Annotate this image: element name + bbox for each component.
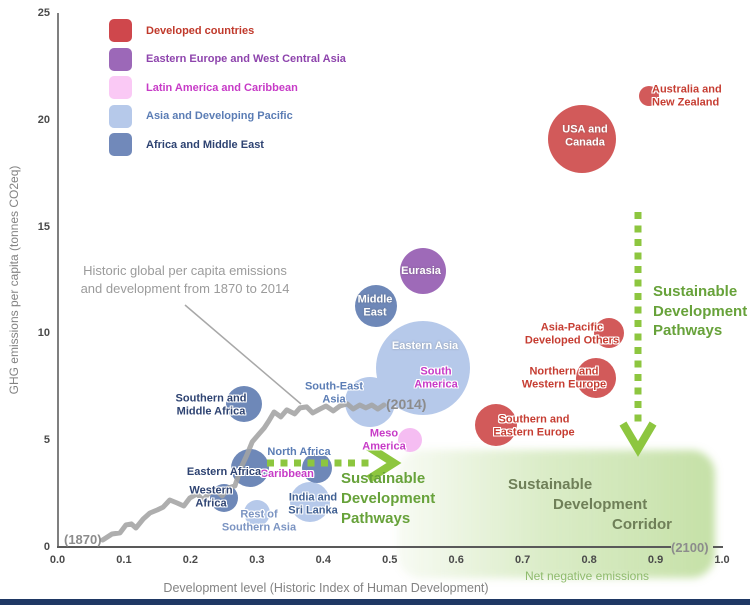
bubble-western-africa xyxy=(209,483,238,512)
bubble-northern-western-europe xyxy=(575,358,616,399)
bubble-middle-east xyxy=(355,284,398,327)
bubble-meso-america xyxy=(397,428,422,453)
bubble-south-east-asia xyxy=(344,376,395,427)
bottom-navy-bar xyxy=(0,599,750,605)
bubble-india-sri-lanka xyxy=(290,482,330,523)
bubble-rest-of-southern-asia xyxy=(243,499,270,526)
bubble-southern-middle-africa xyxy=(225,385,262,422)
bubble-southern-eastern-europe xyxy=(475,404,518,447)
bubble-australia-new-zealand xyxy=(638,86,659,107)
bubble-asia-pacific-developed-others xyxy=(594,318,625,349)
bubble-eurasia xyxy=(399,248,446,295)
bubble-usa-canada xyxy=(548,105,617,174)
bubble-north-africa xyxy=(301,452,332,483)
bubble-eastern-africa xyxy=(231,448,270,487)
